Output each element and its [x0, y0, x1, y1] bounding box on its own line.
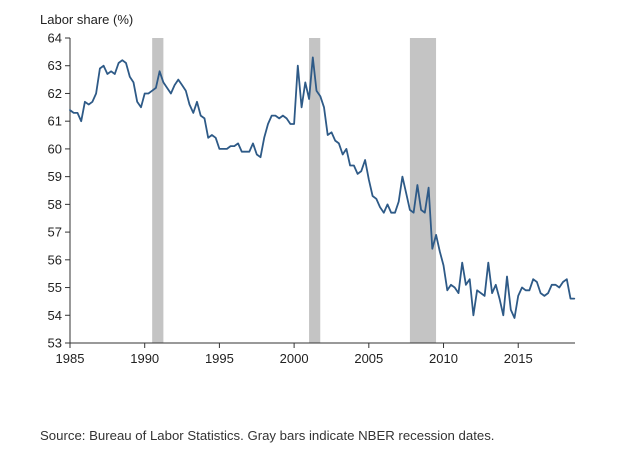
y-tick-label-63: 63 [48, 58, 62, 73]
y-tick-label-64: 64 [48, 31, 62, 46]
x-tick-label-1995: 1995 [205, 351, 234, 366]
y-tick-label-56: 56 [48, 252, 62, 267]
x-tick-label-1990: 1990 [130, 351, 159, 366]
y-tick-label-60: 60 [48, 141, 62, 156]
y-tick-label-55: 55 [48, 280, 62, 295]
source-note: Source: Bureau of Labor Statistics. Gray… [40, 428, 495, 443]
y-tick-label-53: 53 [48, 336, 62, 351]
y-tick-label-61: 61 [48, 114, 62, 129]
y-tick-label-54: 54 [48, 308, 62, 323]
x-tick-label-1985: 1985 [56, 351, 85, 366]
y-axis-label: Labor share (%) [40, 12, 134, 27]
y-tick-label-59: 59 [48, 169, 62, 184]
y-tick-label-57: 57 [48, 225, 62, 240]
y-tick-label-62: 62 [48, 86, 62, 101]
recession-bar-2 [309, 38, 321, 343]
x-tick-label-2010: 2010 [429, 351, 458, 366]
series-line-1 [69, 56, 576, 319]
recession-bar-1 [152, 38, 164, 343]
recession-bar-3 [409, 38, 437, 343]
y-tick-label-58: 58 [48, 197, 62, 212]
x-tick-label-2000: 2000 [280, 351, 309, 366]
x-tick-label-2015: 2015 [504, 351, 533, 366]
x-tick-label-2005: 2005 [354, 351, 383, 366]
